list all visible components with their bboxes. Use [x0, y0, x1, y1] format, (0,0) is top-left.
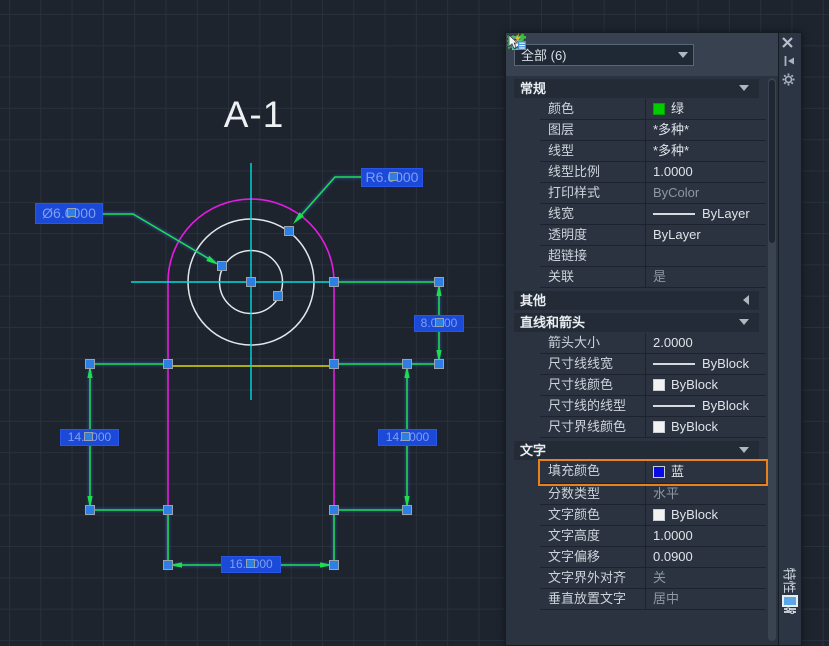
radius-leader[interactable]	[295, 176, 362, 222]
property-row-text-pos-vert: 垂直放置文字 居中	[540, 589, 766, 610]
color-swatch-white	[653, 509, 665, 521]
grip[interactable]	[435, 318, 444, 327]
chevron-left-icon	[743, 295, 749, 305]
drawing-title-text[interactable]: A-1	[223, 94, 285, 135]
grip[interactable]	[284, 226, 294, 236]
grip[interactable]	[84, 432, 93, 441]
grip[interactable]	[329, 560, 339, 570]
property-row-hyperlink: 超链接	[540, 246, 766, 267]
property-row-text-outside-align: 文字界外对齐 关	[540, 568, 766, 589]
chevron-down-icon	[739, 85, 749, 91]
property-row-associative: 关联 是	[540, 267, 766, 288]
selection-filter-dropdown[interactable]: 全部 (6)	[514, 43, 694, 66]
selection-grips[interactable]	[85, 226, 444, 570]
dimension-lines[interactable]	[86, 176, 443, 569]
property-rows: 常规 颜色 绿 图层 *多种* 线型 *多种* 线型比例 1.0000 打印样式	[506, 76, 769, 645]
grip[interactable]	[402, 359, 412, 369]
quick-select-icon	[508, 33, 526, 50]
grip[interactable]	[246, 559, 255, 568]
color-swatch-white	[653, 379, 665, 391]
grip[interactable]	[273, 291, 283, 301]
palette-tab-properties[interactable]: 特性	[781, 557, 799, 597]
grip[interactable]	[434, 359, 444, 369]
property-row-fraction-type: 分数类型 水平	[540, 484, 766, 505]
section-header-text[interactable]: 文字	[514, 441, 759, 460]
section-header-other[interactable]: 其他	[514, 291, 759, 310]
grip[interactable]	[389, 172, 398, 181]
property-row-arrow-size: 箭头大小 2.0000	[540, 333, 766, 354]
close-button[interactable]	[782, 37, 798, 53]
linetype-sample	[653, 405, 695, 407]
property-row-ext-line-color: 尺寸界线颜色 ByBlock	[540, 417, 766, 438]
quick-select-button[interactable]	[508, 33, 769, 66]
chevron-down-icon	[739, 319, 749, 325]
grip[interactable]	[434, 277, 444, 287]
grip[interactable]	[329, 359, 339, 369]
property-row-plotstyle: 打印样式 ByColor	[540, 183, 766, 204]
property-row-text-offset: 文字偏移 0.0900	[540, 547, 766, 568]
settings-button[interactable]	[782, 73, 798, 89]
property-row-fill-color-highlighted: 填充颜色 蓝	[538, 459, 768, 486]
property-row-layer: 图层 *多种*	[540, 120, 766, 141]
scrollbar-thumb[interactable]	[769, 80, 775, 243]
grip[interactable]	[163, 359, 173, 369]
auto-hide-button[interactable]	[782, 55, 798, 71]
close-icon	[782, 37, 793, 48]
properties-palette: 全部 (6)	[505, 32, 802, 646]
toggle-pickadd-button[interactable]	[508, 33, 719, 66]
section-label: 常规	[520, 81, 547, 96]
property-row-text-height: 文字高度 1.0000	[540, 526, 766, 547]
selection-filter-value: 全部 (6)	[521, 48, 567, 63]
grip[interactable]	[67, 208, 76, 217]
property-row-dim-line-lineweight: 尺寸线线宽 ByBlock	[540, 354, 766, 375]
select-objects-button[interactable]	[507, 35, 744, 66]
property-row-dim-line-linetype: 尺寸线的线型 ByBlock	[540, 396, 766, 417]
grip[interactable]	[402, 505, 412, 515]
property-row-lineweight: 线宽 ByLayer	[540, 204, 766, 225]
section-label: 其他	[520, 293, 547, 308]
color-swatch-white	[653, 421, 665, 433]
grip[interactable]	[401, 432, 410, 441]
section-label: 文字	[520, 443, 547, 458]
dimension-arrowheads	[87, 212, 442, 568]
section-label: 直线和箭头	[520, 315, 586, 330]
lineweight-sample	[653, 213, 695, 215]
property-row-dim-line-color: 尺寸线颜色 ByBlock	[540, 375, 766, 396]
section-header-lines-arrows[interactable]: 直线和箭头	[514, 313, 759, 332]
properties-panel-body: 全部 (6)	[505, 32, 779, 646]
pin-icon	[784, 56, 794, 66]
grip[interactable]	[163, 560, 173, 570]
grip[interactable]	[85, 359, 95, 369]
grip[interactable]	[329, 277, 339, 287]
property-row-transparency: 透明度 ByLayer	[540, 225, 766, 246]
property-row-ltscale: 线型比例 1.0000	[540, 162, 766, 183]
chevron-down-icon	[678, 51, 688, 58]
grip[interactable]	[246, 277, 256, 287]
grip[interactable]	[217, 261, 227, 271]
grip[interactable]	[329, 505, 339, 515]
panel-header: 全部 (6)	[506, 33, 778, 76]
grip[interactable]	[85, 505, 95, 515]
color-swatch-blue	[653, 466, 665, 478]
palette-tab-label: 特性	[781, 567, 797, 594]
gear-icon	[782, 73, 795, 86]
property-row-text-color: 文字颜色 ByBlock	[540, 505, 766, 526]
panel-scrollbar[interactable]	[768, 78, 776, 641]
lineweight-sample	[653, 363, 695, 365]
palette-titlebar[interactable]: 特性	[779, 32, 802, 646]
section-header-general[interactable]: 常规	[514, 79, 759, 98]
color-swatch-green	[653, 103, 665, 115]
property-row-linetype: 线型 *多种*	[540, 141, 766, 162]
diameter-leader[interactable]	[102, 213, 217, 264]
chevron-down-icon	[739, 447, 749, 453]
grip[interactable]	[163, 505, 173, 515]
property-row-color: 颜色 绿	[540, 99, 766, 120]
